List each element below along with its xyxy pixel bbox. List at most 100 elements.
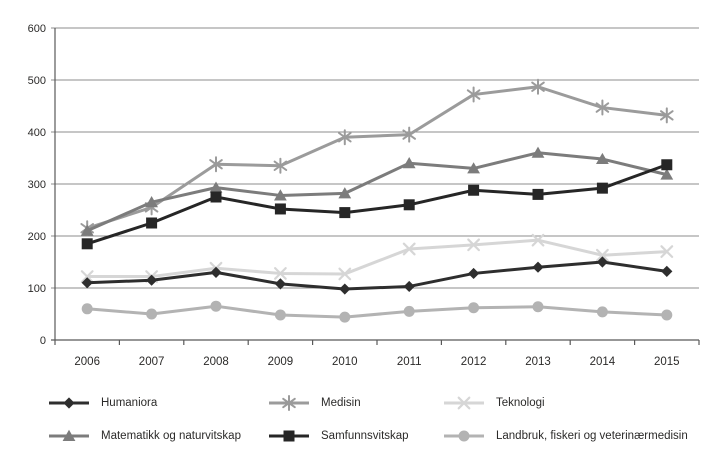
x-marker [274, 267, 287, 280]
y-tick-label: 0 [40, 335, 46, 347]
circle-marker [661, 309, 673, 321]
diamond-marker [81, 277, 93, 289]
circle-marker [458, 430, 470, 442]
diamond-marker [146, 274, 158, 286]
y-tick-label: 500 [28, 75, 46, 87]
legend-label-teknologi: Teknologi [496, 397, 545, 409]
triangle-marker [209, 181, 223, 193]
square-marker [403, 199, 415, 211]
triangle-marker [145, 196, 158, 208]
series-line-samfunnsvitskap [85, 163, 669, 246]
triangle-marker [596, 152, 609, 165]
triangle-marker [660, 168, 674, 180]
triangle-marker [80, 224, 94, 236]
series-line-teknologi [85, 238, 669, 279]
square-marker [468, 184, 480, 196]
x-tick-label: 2015 [654, 356, 680, 368]
y-tick-label: 100 [28, 283, 46, 295]
legend-item-teknologi: Teknologi [443, 395, 545, 411]
legend-label-landbruk: Landbruk, fiskeri og veterinærmedisin [496, 430, 688, 442]
square-marker [339, 207, 351, 219]
circle-marker [468, 302, 480, 314]
diamond-marker [210, 266, 222, 278]
series-line-landbruk-fiskeri-og-veterin-rmedisin [85, 304, 669, 319]
x-marker [338, 267, 352, 281]
triangle-marker [274, 189, 287, 201]
square-marker [81, 238, 93, 250]
square-marker [532, 188, 544, 200]
humaniora-diamond-marker [49, 397, 89, 409]
triangle-marker [62, 429, 76, 441]
diamond-marker [403, 280, 415, 293]
x-marker [467, 238, 480, 252]
asterisk-marker [531, 78, 545, 95]
circle-marker [274, 309, 286, 321]
x-tick-label: 2006 [74, 356, 100, 368]
x-marker [531, 233, 545, 247]
matematikk-triangle-marker [49, 429, 89, 441]
legend-label-medisin: Medisin [321, 397, 361, 409]
x-tick-label: 2011 [397, 356, 422, 368]
diamond-marker [339, 283, 351, 295]
square-marker [274, 203, 286, 215]
teknologi-x-marker [444, 396, 484, 410]
legend-item-landbruk: Landbruk, fiskeri og veterinærmedisin [443, 428, 688, 444]
y-tick-label: 200 [28, 231, 46, 243]
series-samfunnsvitskap [81, 159, 673, 250]
x-tick-label: 2010 [332, 356, 358, 368]
asterisk-marker [273, 157, 288, 174]
legend-label-humaniora: Humaniora [101, 397, 158, 409]
diamond-marker [661, 265, 673, 277]
legend-item-samfunnsvitskap: Samfunnsvitskap [268, 428, 409, 444]
legend-item-humaniora: Humaniora [48, 395, 157, 411]
series-humaniora [81, 256, 673, 295]
series-landbruk-fiskeri-og-veterin-rmedisin [81, 300, 673, 323]
y-axis-labels: 0 100 200 300 400 500 600 [28, 23, 46, 347]
series-teknologi [80, 233, 674, 283]
asterisk-marker [338, 129, 352, 146]
x-marker [457, 396, 471, 410]
triangle-marker [467, 162, 480, 174]
x-tick-label: 2008 [203, 356, 229, 368]
triangle-marker [531, 146, 545, 158]
circle-marker [210, 300, 222, 312]
square-marker [661, 159, 673, 171]
asterisk-marker [402, 126, 416, 143]
series-line-medisin [85, 85, 669, 230]
y-tick-label: 300 [28, 179, 46, 191]
circle-marker [532, 301, 544, 313]
series-matematikk-og-naturvitskap [80, 146, 674, 236]
legend-item-matematikk: Matematikk og naturvitskap [48, 428, 241, 444]
x-axis-labels: 2006 2007 2008 2009 2010 2011 2012 2013 2014 2015 [74, 356, 679, 368]
asterisk-marker [660, 107, 674, 124]
x-tick-label: 2013 [525, 356, 551, 368]
y-tick-label: 400 [28, 127, 46, 139]
square-marker [146, 217, 158, 229]
circle-marker [146, 308, 158, 320]
circle-marker [339, 311, 351, 323]
samfunnsvitskap-square-marker [269, 430, 309, 442]
series-line-matematikk-og-naturvitskap [85, 151, 669, 233]
diamond-marker [468, 267, 480, 280]
asterisk-marker [209, 156, 223, 173]
triangle-marker [338, 187, 352, 199]
asterisk-marker [595, 99, 610, 116]
legend-label-matematikk: Matematikk og naturvitskap [101, 430, 241, 442]
diamond-marker [274, 278, 286, 290]
asterisk-marker [282, 395, 296, 411]
y-tick-label: 600 [28, 23, 46, 35]
landbruk-circle-marker [444, 430, 484, 442]
legend-label-samfunnsvitskap: Samfunnsvitskap [321, 430, 409, 442]
square-marker [210, 191, 222, 203]
diamond-marker [63, 397, 75, 409]
square-marker [596, 182, 608, 194]
circle-marker [81, 303, 93, 315]
asterisk-marker [466, 86, 481, 103]
medisin-asterisk-marker [269, 395, 309, 411]
legend-item-medisin: Medisin [268, 395, 361, 411]
circle-marker [596, 306, 608, 318]
x-tick-label: 2007 [139, 356, 165, 368]
diamond-marker [532, 261, 544, 273]
